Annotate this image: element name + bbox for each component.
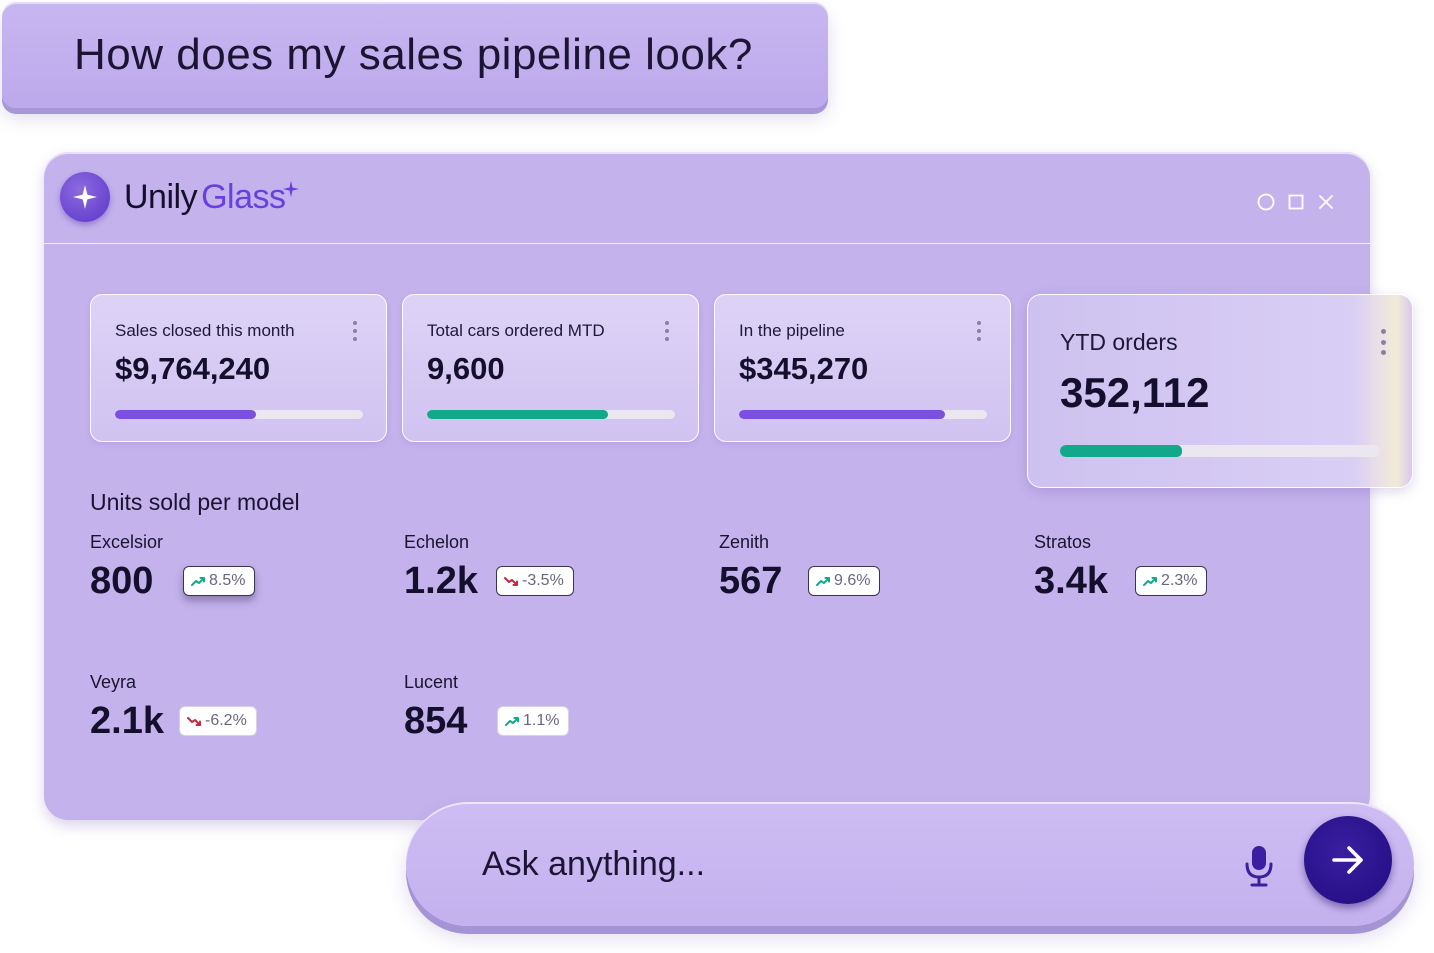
trend-down-icon [187,715,201,728]
kpi-value: 9,600 [427,351,505,386]
circle-icon[interactable] [1256,192,1276,212]
progress-track [1060,445,1380,457]
model-stat-excelsior: Excelsior 800 8.5% [90,532,390,632]
model-name: Zenith [719,532,770,552]
square-icon[interactable] [1286,192,1306,212]
more-vertical-icon[interactable] [1380,329,1386,355]
change-badge: -6.2% [179,706,257,736]
model-stat-stratos: Stratos 3.4k 2.3% [1034,532,1334,632]
change-value: -3.5% [522,572,564,589]
change-value: 8.5% [209,572,246,589]
brand-name: Unily Glass [124,178,286,217]
model-stat-echelon: Echelon 1.2k -3.5% [404,532,704,632]
trend-up-icon [1143,575,1157,588]
send-button[interactable] [1304,816,1392,904]
change-badge: 1.1% [497,706,570,736]
brand-primary: Unily [124,178,198,216]
trend-up-icon [191,575,205,588]
prompt-bubble: How does my sales pipeline look? [2,2,828,108]
kpi-label: Sales closed this month [115,321,295,340]
window-controls [1256,192,1336,212]
change-value: -6.2% [205,712,247,729]
progress-fill [1060,445,1182,457]
change-badge: 8.5% [183,566,256,596]
section-title-units: Units sold per model [90,489,300,515]
kpi-label: YTD orders [1060,329,1178,355]
more-vertical-icon[interactable] [976,321,982,341]
model-value: 800 [90,560,154,602]
kpi-label: In the pipeline [739,321,845,340]
progress-fill [115,410,257,419]
model-value: 567 [719,560,783,602]
kpi-card-pipeline[interactable]: In the pipeline $345,270 [714,294,1011,442]
model-name: Echelon [404,532,470,552]
more-vertical-icon[interactable] [352,321,358,341]
model-value: 3.4k [1034,560,1108,602]
trend-down-icon [504,575,518,588]
model-name: Lucent [404,672,459,692]
kpi-card-cars-ordered[interactable]: Total cars ordered MTD 9,600 [402,294,699,442]
ask-bar [406,802,1414,926]
kpi-card-ytd-orders[interactable]: YTD orders 352,112 [1027,294,1413,488]
change-value: 9.6% [834,572,871,589]
kpi-value: 352,112 [1060,369,1210,416]
trend-up-icon [816,575,830,588]
progress-track [115,410,363,419]
sparkle-logo-icon [60,172,110,222]
change-value: 2.3% [1161,572,1198,589]
model-value: 2.1k [90,700,164,742]
titlebar: Unily Glass [44,152,1370,244]
kpi-label: Total cars ordered MTD [427,321,605,340]
model-value: 1.2k [404,560,478,602]
kpi-value: $9,764,240 [115,351,271,386]
ask-input[interactable] [480,840,1180,888]
brand-secondary: Glass [201,178,286,216]
model-stat-zenith: Zenith 567 9.6% [719,532,1019,632]
more-vertical-icon[interactable] [664,321,670,341]
model-value: 854 [404,700,468,742]
microphone-icon[interactable] [1242,844,1276,888]
arrow-right-icon [1332,846,1363,874]
model-name: Excelsior [90,532,164,552]
close-icon[interactable] [1316,192,1336,212]
kpi-card-sales-closed[interactable]: Sales closed this month $9,764,240 [90,294,387,442]
model-name: Veyra [90,672,137,692]
trend-up-icon [505,715,519,728]
change-badge: 2.3% [1135,566,1208,596]
progress-track [427,410,675,419]
change-badge: -3.5% [496,566,574,596]
progress-fill [427,410,609,419]
progress-fill [739,410,945,419]
change-badge: 9.6% [808,566,881,596]
brand-sparkle-icon [282,180,300,203]
progress-track [739,410,987,419]
model-stat-veyra: Veyra 2.1k -6.2% [90,672,390,772]
model-name: Stratos [1034,532,1092,552]
dashboard-window: Unily Glass Sales closed this month $9,76… [44,152,1413,820]
change-value: 1.1% [523,712,560,729]
model-stat-lucent: Lucent 854 1.1% [404,672,704,772]
prompt-text: How does my sales pipeline look? [74,30,753,79]
kpi-value: $345,270 [739,351,869,386]
